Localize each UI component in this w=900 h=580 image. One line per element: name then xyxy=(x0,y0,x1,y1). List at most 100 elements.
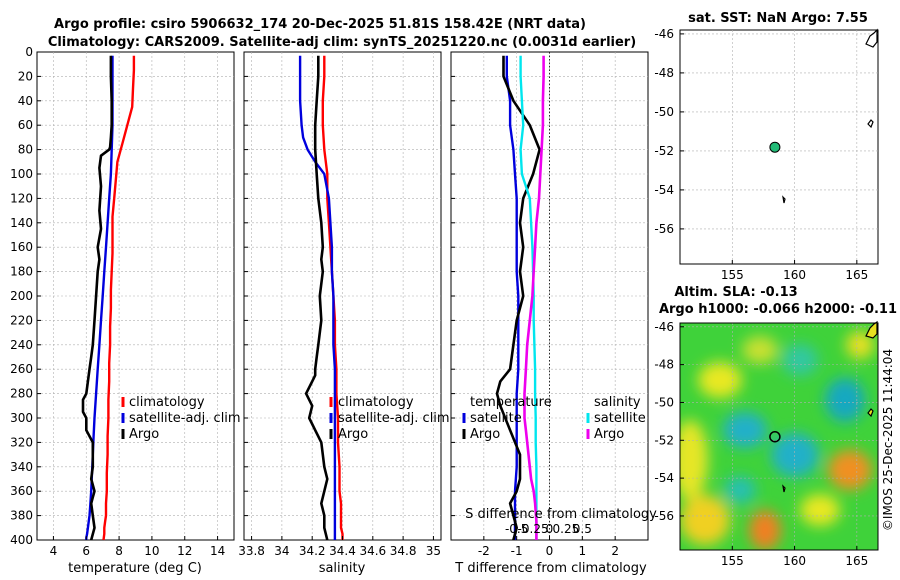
sla-blob xyxy=(742,336,778,364)
map-x-tick-label: 155 xyxy=(721,268,744,282)
map-y-tick-label: -54 xyxy=(654,183,674,197)
coast-shape xyxy=(782,484,786,493)
x-tick-label: 35 xyxy=(426,544,441,558)
coast-shape xyxy=(865,28,878,48)
x-tick-label: 2 xyxy=(611,544,619,558)
y-tick-label: 240 xyxy=(10,338,33,352)
y-tick-label: 120 xyxy=(10,191,33,205)
x-tick-label: 34.6 xyxy=(359,544,386,558)
sla-map-axes-box xyxy=(679,322,879,551)
y-tick-label: 0 xyxy=(25,45,33,59)
legend-title-temperature: temperature xyxy=(470,395,552,410)
map-y-tick-label: -48 xyxy=(654,66,674,80)
s-difference-tick-label: 0 xyxy=(546,522,554,536)
legend-label-satellite: satellite-adj. clim xyxy=(338,411,450,426)
x-tick-label: 12 xyxy=(177,544,192,558)
x-tick-label: 34 xyxy=(274,544,289,558)
salinity-difference-label: S difference from climatology xyxy=(465,507,657,522)
x-tick-label: 33.8 xyxy=(238,544,265,558)
legend-label-climatology: climatology xyxy=(129,395,205,410)
x-tick-label: -2 xyxy=(478,544,490,558)
difference-xlabel: T difference from climatology xyxy=(454,561,647,576)
figure-title-line1: Argo profile: csiro 5906632_174 20-Dec-2… xyxy=(54,17,586,32)
series-line-s-argo xyxy=(523,55,545,540)
sla-blob xyxy=(782,344,818,376)
x-tick-label: 8 xyxy=(115,544,123,558)
sla-blob xyxy=(680,495,730,545)
sla-blob xyxy=(846,331,874,359)
y-tick-label: 180 xyxy=(10,265,33,279)
sla-map-title-line1: Altim. SLA: -0.13 xyxy=(674,285,797,300)
x-tick-label: 34.8 xyxy=(390,544,417,558)
x-tick-label: 1 xyxy=(579,544,587,558)
map-y-tick-label: -46 xyxy=(654,320,674,334)
figure-title-line2: Climatology: CARS2009. Satellite-adj cli… xyxy=(48,35,636,50)
y-tick-label: 200 xyxy=(10,289,33,303)
map-x-tick-label: 155 xyxy=(721,554,744,568)
map-y-tick-label: -56 xyxy=(654,222,674,236)
imos-watermark: ©IMOS 25-Dec-2025 11:44:04 xyxy=(881,349,895,531)
x-tick-label: 0 xyxy=(546,544,554,558)
y-tick-label: 20 xyxy=(18,69,33,83)
legend-label-argo: Argo xyxy=(338,427,368,442)
sla-blob xyxy=(800,494,840,526)
sla-blob xyxy=(828,450,872,490)
sla-map-coastline xyxy=(782,320,878,493)
series-line-t-argo xyxy=(495,55,541,541)
s-difference-tick-label: 0.25 xyxy=(553,522,580,536)
series-line-s-satellite xyxy=(519,55,538,540)
map-x-tick-label: 165 xyxy=(845,554,868,568)
x-tick-label: 34.4 xyxy=(329,544,356,558)
temperature-xlabel: temperature (deg C) xyxy=(68,561,202,576)
sst-map-coastline xyxy=(782,28,878,204)
map-x-tick-label: 160 xyxy=(783,554,806,568)
legend-label-s-satellite: satellite xyxy=(594,411,646,426)
y-tick-label: 340 xyxy=(10,460,33,474)
y-tick-label: 100 xyxy=(10,167,33,181)
map-x-tick-label: 160 xyxy=(783,268,806,282)
legend-label-argo: Argo xyxy=(129,427,159,442)
sla-blob xyxy=(749,510,781,550)
sst-map-panel: sat. SST: NaN Argo: 7.55 155 160 165 -46 -48… xyxy=(654,11,879,282)
x-tick-label: -1 xyxy=(511,544,523,558)
sla-blob xyxy=(825,378,865,422)
sla-map-title-line2: Argo h1000: -0.066 h2000: -0.11 xyxy=(659,302,897,317)
x-tick-label: 14 xyxy=(210,544,225,558)
x-tick-label: 10 xyxy=(144,544,159,558)
map-y-tick-label: -48 xyxy=(654,358,674,372)
difference-panel: -2 -1 0 1 2-0.5-0.250 0.250.5 temperature sat… xyxy=(450,51,657,576)
y-tick-label: 320 xyxy=(10,435,33,449)
series-line-satellite-adj-clim xyxy=(298,55,337,540)
s-difference-tick-label: 0.5 xyxy=(573,522,592,536)
map-y-tick-label: -54 xyxy=(654,471,674,485)
legend-label-satellite: satellite-adj. clim xyxy=(129,411,241,426)
sla-float-marker xyxy=(769,430,781,443)
x-tick-label: 34.2 xyxy=(299,544,326,558)
sla-blob xyxy=(680,420,708,500)
y-tick-label: 140 xyxy=(10,216,33,230)
x-tick-label: 4 xyxy=(50,544,58,558)
temperature-panel: 0 20 40 60 80 100 120 140 160 180 200 220 240 260 280 3… xyxy=(10,45,241,576)
sla-blob xyxy=(771,433,819,477)
legend-label-t-argo: Argo xyxy=(470,427,500,442)
salinity-panel: 33.8 34 34.2 34.4 34.6 34.8 35 climatology sat… xyxy=(238,51,450,576)
y-tick-label: 80 xyxy=(18,143,33,157)
map-y-tick-label: -52 xyxy=(654,433,674,447)
salinity-xlabel: salinity xyxy=(319,561,366,576)
s-difference-tick-label: -0.25 xyxy=(518,522,549,536)
map-y-tick-label: -46 xyxy=(654,27,674,41)
series-line-argo xyxy=(81,55,113,541)
legend-label-s-argo: Argo xyxy=(594,427,624,442)
y-tick-label: 280 xyxy=(10,387,33,401)
sst-float-marker xyxy=(769,141,781,153)
series-line-climatology xyxy=(321,55,344,540)
y-tick-label: 300 xyxy=(10,411,33,425)
sla-blob xyxy=(698,362,742,398)
y-tick-label: 380 xyxy=(10,509,33,523)
series-line-t-satellite xyxy=(505,55,520,540)
legend-label-climatology: climatology xyxy=(338,395,414,410)
salinity-legend: climatology satellite-adj. clim Argo xyxy=(329,395,450,442)
sst-map-title: sat. SST: NaN Argo: 7.55 xyxy=(688,11,868,26)
map-y-tick-label: -52 xyxy=(654,144,674,158)
